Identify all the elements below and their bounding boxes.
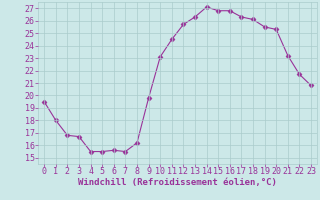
X-axis label: Windchill (Refroidissement éolien,°C): Windchill (Refroidissement éolien,°C) [78,178,277,187]
